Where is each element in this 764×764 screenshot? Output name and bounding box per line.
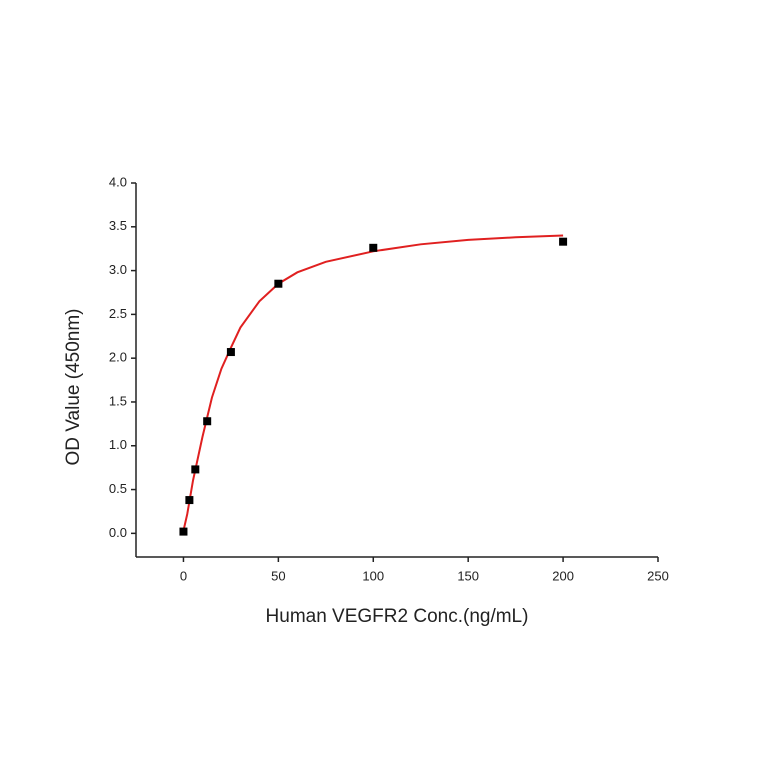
y-tick-label: 1.0 <box>109 437 127 452</box>
data-point <box>179 527 188 536</box>
data-point <box>274 279 283 288</box>
y-axis-title: OD Value (450nm) <box>63 309 84 466</box>
data-point <box>185 496 194 505</box>
x-tick-label: 0 <box>180 568 187 583</box>
y-tick-label: 0.5 <box>109 481 127 496</box>
data-point <box>203 417 212 426</box>
x-tick-label: 100 <box>362 568 384 583</box>
data-point <box>191 465 200 474</box>
x-tick-label: 250 <box>647 568 669 583</box>
y-tick-label: 2.5 <box>109 306 127 321</box>
y-tick-label: 0.0 <box>109 525 127 540</box>
y-tick-label: 3.0 <box>109 262 127 277</box>
y-tick-label: 1.5 <box>109 393 127 408</box>
y-tick-label: 2.0 <box>109 350 127 365</box>
y-tick-label: 4.0 <box>109 174 127 189</box>
fit-curve <box>182 234 564 531</box>
y-tick-label: 3.5 <box>109 218 127 233</box>
data-point <box>369 243 378 252</box>
x-tick-label: 150 <box>457 568 479 583</box>
x-axis-title: Human VEGFR2 Conc.(ng/mL) <box>266 606 529 627</box>
x-tick-label: 50 <box>271 568 285 583</box>
x-tick-label: 200 <box>552 568 574 583</box>
data-point <box>226 348 235 357</box>
data-point <box>559 237 568 246</box>
